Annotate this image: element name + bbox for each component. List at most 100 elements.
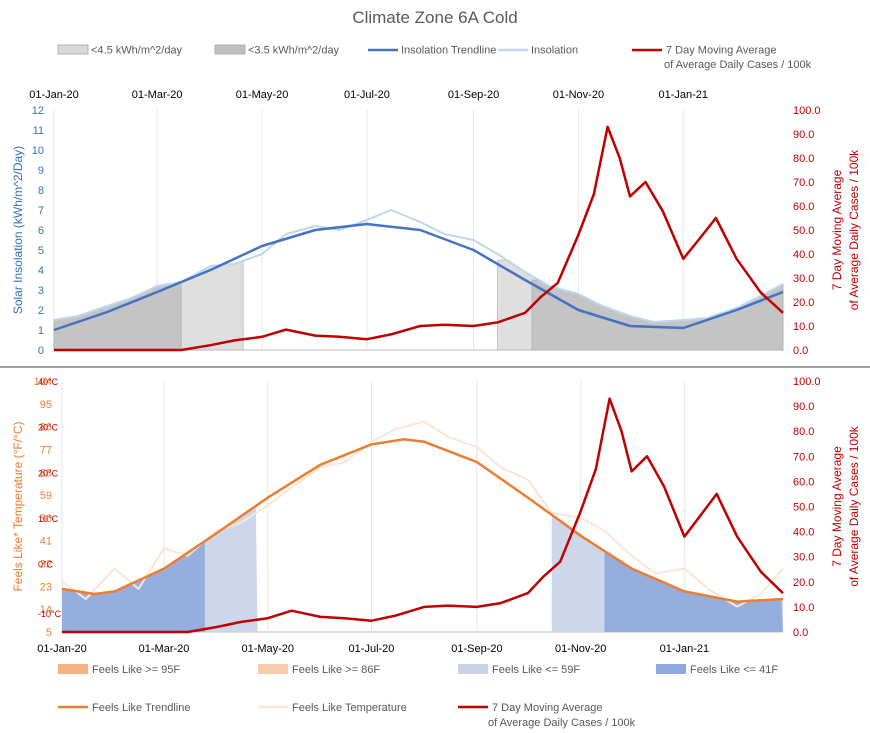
y2-tick-label: 20.0 <box>793 577 814 589</box>
y2-axis-title-line1: 7 Day Moving Average <box>830 446 844 567</box>
y-tick-label: 9 <box>38 165 44 177</box>
y2-tick-label: 40.0 <box>793 249 814 261</box>
y2-tick-label: 0.0 <box>793 627 808 639</box>
y-axis-title: Feels Like* Temperature (°F/°C) <box>11 421 25 591</box>
y2-axis-title-line1: 7 Day Moving Average <box>830 169 844 290</box>
legend-bottom: Feels Like >= 95F Feels Like >= 86F Feels … <box>58 664 778 729</box>
legend-label: 7 Day Moving Average <box>666 45 776 57</box>
x-tick-label: 01-Jul-20 <box>349 643 395 655</box>
feels-trend-series <box>61 438 784 603</box>
legend-label: <3.5 kWh/m^2/day <box>248 45 340 57</box>
y2-tick-label: 40.0 <box>793 527 814 539</box>
y-tick-label: 95 <box>40 399 52 411</box>
y2-tick-label: 70.0 <box>793 451 814 463</box>
y2-axis-title-line2: of Average Daily Cases / 100k <box>847 425 861 587</box>
x-tick-label: 01-Nov-20 <box>555 643 606 655</box>
y-tick-label: 59 <box>40 490 52 502</box>
y-tick-label: 77 <box>40 444 52 456</box>
y2-tick-label: 60.0 <box>793 201 814 213</box>
celsius-tick-label: 40°C <box>38 377 59 387</box>
chart-title: Climate Zone 6A Cold <box>352 8 517 27</box>
celsius-tick-label: 20°C <box>38 468 59 478</box>
y2-tick-label: 50.0 <box>793 502 814 514</box>
legend-label: Insolation <box>531 45 578 57</box>
celsius-tick-label: -10°C <box>38 609 62 619</box>
y2-tick-label: 0.0 <box>793 345 808 357</box>
legend-swatch-feels_cold59 <box>458 664 488 674</box>
legend-label: of Average Daily Cases / 100k <box>488 717 636 729</box>
y2-tick-label: 30.0 <box>793 552 814 564</box>
y2-tick-label: 30.0 <box>793 273 814 285</box>
legend-swatch-shade_dark <box>214 44 246 55</box>
y2-tick-label: 50.0 <box>793 225 814 237</box>
y-tick-label: 4 <box>38 265 44 277</box>
x-tick-label: 01-Nov-20 <box>553 89 604 101</box>
y-tick-label: 11 <box>33 125 44 137</box>
x-tick-label: 01-Mar-20 <box>132 89 183 101</box>
legend-label: 7 Day Moving Average <box>492 702 602 714</box>
legend-label: Feels Like <= 59F <box>492 664 580 676</box>
y-tick-label: 104 <box>34 376 52 388</box>
legend-label: Feels Like Trendline <box>92 702 190 714</box>
legend-label: Feels Like >= 86F <box>292 664 380 676</box>
legend-label: Insolation Trendline <box>401 45 496 57</box>
feels-temperature-series <box>61 420 784 608</box>
celsius-tick-label: 0°C <box>38 560 54 570</box>
y2-tick-label: 80.0 <box>793 426 814 438</box>
shaded-range-feels_cold41 <box>604 551 783 632</box>
x-tick-label: 01-Sep-20 <box>448 89 499 101</box>
x-tick-label: 01-Jan-20 <box>37 643 87 655</box>
celsius-tick-label: 30°C <box>38 423 59 433</box>
y2-tick-label: 90.0 <box>793 129 814 141</box>
shaded-range-feels_cold41 <box>62 541 205 632</box>
legend-label: of Average Daily Cases / 100k <box>664 59 812 71</box>
insolation-panel: 01-Jan-20 01-Mar-20 01-May-20 01-Jul-20 01-S… <box>11 89 861 357</box>
y-tick-label: 3 <box>38 285 44 297</box>
y-tick-label: 14 <box>40 604 52 616</box>
legend-label: <4.5 kWh/m^2/day <box>91 45 183 57</box>
y2-tick-label: 20.0 <box>793 297 814 309</box>
legend-swatch-shade_light <box>57 44 89 55</box>
y-tick-label: 0 <box>38 345 44 357</box>
legend-swatch-feels_hot86 <box>258 664 288 674</box>
y-axis-title: Solar Insolation (kWh/m^2/Day) <box>11 146 25 314</box>
feels-like-panel: 01-Jan-20 01-Mar-20 01-May-20 01-Jul-20 01-S… <box>11 376 861 655</box>
cases-series <box>62 397 784 634</box>
legend-label: Feels Like >= 95F <box>92 664 180 676</box>
y-tick-label: 2 <box>38 305 44 317</box>
y-tick-label: 7 <box>38 205 44 217</box>
y2-tick-label: 70.0 <box>793 177 814 189</box>
y-tick-label: 6 <box>38 225 44 237</box>
y2-tick-label: 100.0 <box>793 376 821 388</box>
y-tick-label: 5 <box>46 627 52 639</box>
x-tick-label: 01-Mar-20 <box>139 643 190 655</box>
y-tick-label: 8 <box>38 185 44 197</box>
y-tick-label: 1 <box>38 325 44 337</box>
x-tick-label: 01-Jul-20 <box>344 89 390 101</box>
x-tick-label: 01-Sep-20 <box>451 643 502 655</box>
legend-top: <4.5 kWh/m^2/day <3.5 kWh/m^2/day Insolati… <box>57 44 812 71</box>
x-tick-label: 01-May-20 <box>236 89 289 101</box>
y-tick-label: 32 <box>40 559 52 571</box>
y-tick-label: 86 <box>40 422 52 434</box>
legend-label: Feels Like <= 41F <box>690 664 778 676</box>
y-tick-label: 68 <box>40 467 52 479</box>
legend-label: Feels Like Temperature <box>292 702 407 714</box>
x-tick-label: 01-Jan-21 <box>660 643 710 655</box>
y-tick-label: 23 <box>40 581 52 593</box>
y2-tick-label: 10.0 <box>793 602 814 614</box>
y2-tick-label: 90.0 <box>793 401 814 413</box>
y2-tick-label: 60.0 <box>793 476 814 488</box>
y2-tick-label: 100.0 <box>793 105 821 117</box>
insolation-trend-series <box>53 222 784 332</box>
celsius-tick-label: 10°C <box>38 514 59 524</box>
y-tick-label: 41 <box>40 536 52 548</box>
y2-tick-label: 80.0 <box>793 153 814 165</box>
x-tick-label: 01-Jan-20 <box>29 89 79 101</box>
y2-tick-label: 10.0 <box>793 321 814 333</box>
legend-swatch-feels_hot95 <box>58 664 88 674</box>
shaded-range-shade_dark <box>531 279 784 351</box>
y2-axis-title-line2: of Average Daily Cases / 100k <box>847 149 861 311</box>
x-tick-label: 01-Jan-21 <box>659 89 709 101</box>
